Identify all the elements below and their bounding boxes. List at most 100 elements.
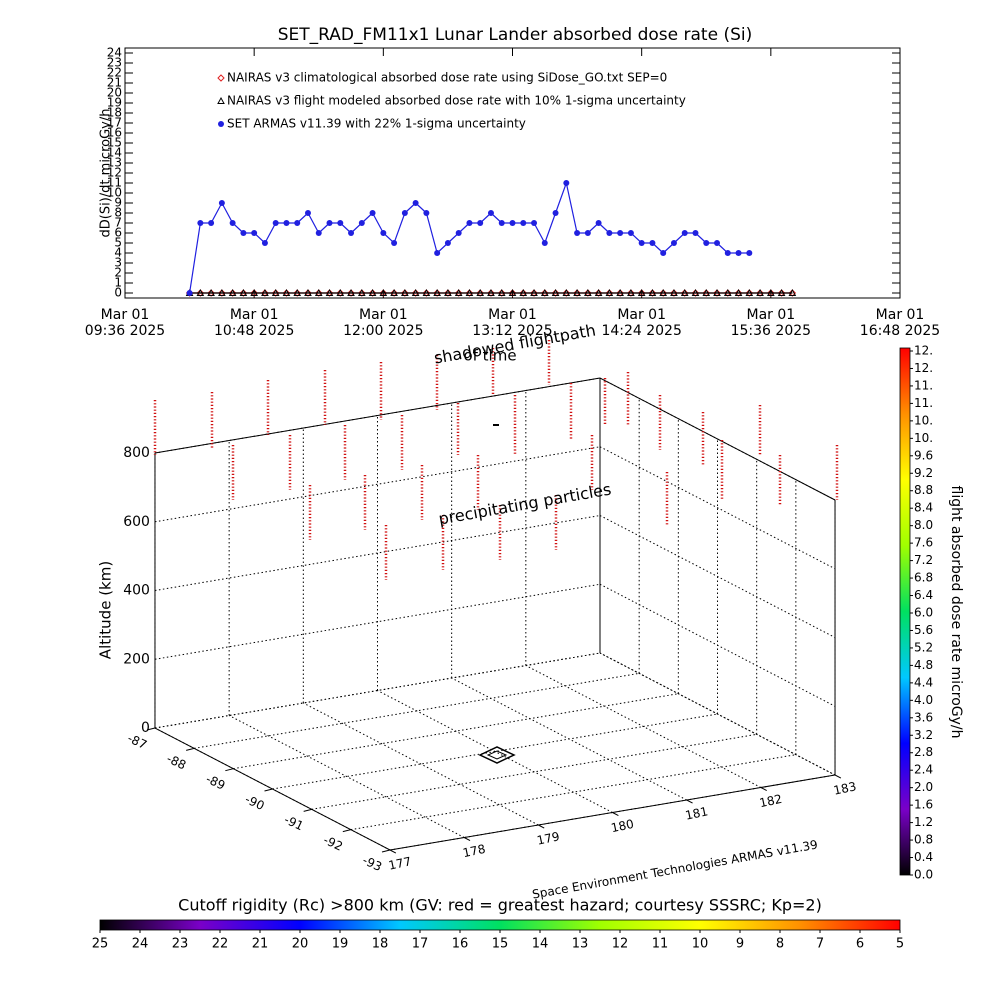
data-point <box>476 288 485 296</box>
y-tick-label: 11 <box>107 176 122 190</box>
grid-line <box>154 583 601 660</box>
data-point <box>509 220 516 226</box>
colorbar <box>99 919 901 931</box>
colorbar-tick-label: 17 <box>412 937 429 952</box>
data-point <box>681 230 688 236</box>
lander-marker <box>486 750 508 760</box>
y-tick-label: 8 <box>114 206 122 220</box>
y-tick-label: 9 <box>114 196 122 210</box>
y-tick-label: 0 <box>114 286 122 300</box>
y-tick-label: 4 <box>114 246 122 260</box>
colorbar-tick-label: 7 <box>816 937 824 952</box>
data-point <box>508 288 517 296</box>
data-point <box>444 240 451 246</box>
y-tick-label: 15 <box>107 136 122 150</box>
data-point <box>487 210 494 216</box>
data-point <box>368 288 377 296</box>
legend-label: SET ARMAS v11.39 with 22% 1-sigma uncert… <box>227 117 526 131</box>
data-point <box>208 220 215 226</box>
y-tick-label: 23 <box>107 56 122 70</box>
data-point <box>454 288 463 296</box>
data-point <box>573 288 581 296</box>
data-point <box>637 288 646 296</box>
y-tick-label: 20 <box>107 86 122 100</box>
colorbar-tick-label: 24 <box>132 937 149 952</box>
y-tick-label: 2 <box>114 266 122 280</box>
colorbar-tick-label: 2.4 <box>914 763 933 777</box>
colorbar-tick-label: 7.6 <box>914 536 933 550</box>
data-point <box>228 288 237 296</box>
colorbar-tick-label: 13 <box>572 937 589 952</box>
data-point <box>229 220 236 226</box>
lander-marker <box>478 746 516 764</box>
colorbar-label: flight absorbed dose rate microGy/h <box>948 486 964 739</box>
data-point <box>723 288 732 296</box>
y-tick <box>225 768 234 772</box>
axis-line <box>389 774 836 851</box>
data-point <box>294 220 301 226</box>
data-point <box>282 288 291 296</box>
y-tick-label: 5 <box>114 236 122 250</box>
data-point <box>314 288 323 296</box>
colorbar-tick-label: 11. <box>914 396 933 410</box>
colorbar-tick-label: 4.8 <box>914 658 933 672</box>
y-tick-label: 17 <box>107 116 122 130</box>
grid-line <box>311 733 757 810</box>
data-point <box>197 220 204 226</box>
z-tick-label: 400 <box>123 583 150 599</box>
x-tick <box>760 787 767 791</box>
y-tick-label: 24 <box>107 46 122 60</box>
data-point <box>713 288 721 296</box>
data-point <box>616 288 624 296</box>
data-point <box>337 220 344 226</box>
data-point <box>670 240 677 246</box>
colorbar-tick-label: 10 <box>692 937 709 952</box>
data-point <box>649 240 656 246</box>
colorbar-tick-label: 19 <box>332 937 349 952</box>
colorbar-tick-label: 11 <box>652 937 669 952</box>
x-tick <box>463 837 471 841</box>
colorbar-tick-label: 12 <box>612 937 629 952</box>
y-tick-label: 12 <box>107 166 122 180</box>
colorbar-tick-label: 18 <box>372 937 389 952</box>
x-tick-label: 177 <box>387 854 412 872</box>
data-point <box>703 240 710 246</box>
y-tick-label: 3 <box>114 256 122 270</box>
x-tick-label: 183 <box>832 779 857 797</box>
data-point <box>412 200 419 206</box>
colorbar-tick-label: 2.8 <box>914 745 933 759</box>
legend-label: NAIRAS v3 flight modeled absorbed dose r… <box>227 94 686 108</box>
data-point <box>497 288 506 296</box>
data-point <box>336 288 345 296</box>
data-point <box>434 250 441 256</box>
grid-line <box>599 583 836 707</box>
grid-line <box>154 652 601 729</box>
data-point <box>648 288 657 296</box>
axis-line <box>154 727 391 851</box>
grid-line <box>599 446 836 570</box>
data-point <box>530 288 538 296</box>
data-point <box>498 220 505 226</box>
colorbar-tick-label: 6.4 <box>914 588 933 602</box>
colorbar-tick-label: 25 <box>92 937 109 952</box>
colorbar-tick-label: 8.0 <box>914 518 933 532</box>
colorbar-tick-label: 8 <box>776 937 784 952</box>
y-tick <box>264 788 273 792</box>
data-point <box>627 230 634 236</box>
data-point <box>455 230 462 236</box>
y-tick <box>381 849 391 853</box>
colorbar-tick-label: 6.8 <box>914 571 933 585</box>
data-point <box>659 288 668 296</box>
data-point <box>692 230 699 236</box>
data-point <box>714 240 721 246</box>
colorbar <box>899 347 911 876</box>
grid-line <box>154 446 601 523</box>
data-point <box>756 288 764 296</box>
data-point <box>401 288 409 296</box>
z-tick-label: 200 <box>123 651 150 667</box>
colorbar-tick-label: 5 <box>896 937 904 952</box>
x-tick <box>834 774 842 779</box>
grid-line <box>599 515 836 638</box>
y-tick-label: 13 <box>107 156 122 170</box>
